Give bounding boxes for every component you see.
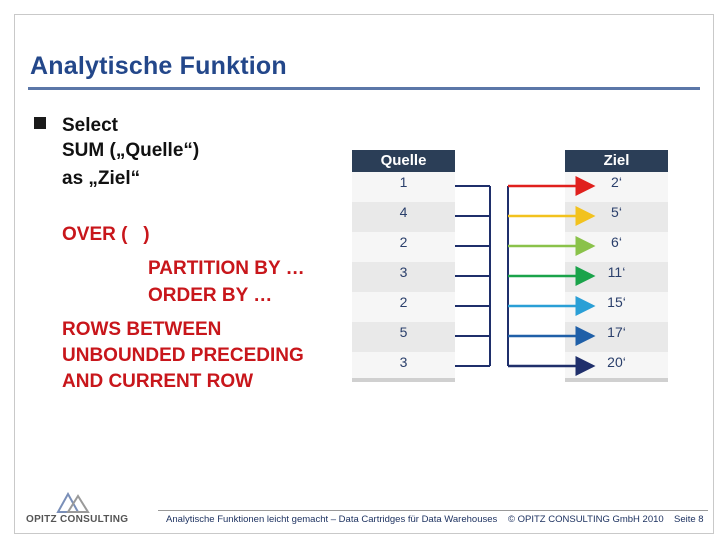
source-row: 2: [352, 232, 455, 262]
source-value: 1: [399, 174, 408, 190]
footer-divider: [158, 510, 708, 511]
code-line-unbounded: UNBOUNDED PRECEDING: [62, 345, 304, 366]
target-table-header: Ziel: [565, 150, 668, 172]
footer-copyright: © OPITZ CONSULTING GmbH 2010: [508, 514, 664, 525]
source-value: 3: [399, 354, 408, 370]
source-row: 2: [352, 292, 455, 322]
source-table-header: Quelle: [352, 150, 455, 172]
bullet-square-icon: [34, 117, 46, 129]
source-row: 3: [352, 352, 455, 378]
source-row: 5: [352, 322, 455, 352]
source-value: 5: [399, 324, 408, 340]
target-value: 20‘: [607, 354, 626, 370]
target-value: 5‘: [611, 204, 622, 220]
logo-text: OPITZ CONSULTING: [26, 514, 129, 525]
footer-caption: Analytische Funktionen leicht gemacht – …: [166, 514, 498, 525]
code-line-current-row: AND CURRENT ROW: [62, 371, 254, 392]
source-value: 3: [399, 264, 408, 280]
logo-mark-icon: [56, 492, 90, 513]
target-value: 11‘: [607, 264, 626, 280]
source-value: 2: [399, 294, 408, 310]
target-value: 2‘: [611, 174, 622, 190]
code-line-partition: PARTITION BY …: [148, 258, 305, 279]
source-row: 3: [352, 262, 455, 292]
source-table: Quelle 1 4 2 3 2 5 3: [352, 150, 455, 382]
title-underline: [28, 87, 700, 90]
source-value: 4: [399, 204, 408, 220]
company-logo: OPITZ CONSULTING: [26, 492, 128, 526]
target-table-footer-bar: [565, 378, 668, 382]
code-line-select: Select: [62, 115, 118, 136]
source-table-footer-bar: [352, 378, 455, 382]
source-row: 4: [352, 202, 455, 232]
code-line-alias: as „Ziel“: [62, 168, 141, 189]
code-line-rows-between: ROWS BETWEEN: [62, 319, 222, 340]
target-value: 15‘: [607, 294, 626, 310]
code-line-sum: SUM („Quelle“): [62, 140, 200, 161]
source-row: 1: [352, 172, 455, 202]
target-value: 17‘: [607, 324, 626, 340]
target-value: 6‘: [611, 234, 622, 250]
code-line-over: OVER ( ): [62, 224, 150, 245]
source-value: 2: [399, 234, 408, 250]
slide-title: Analytische Funktion: [30, 52, 287, 80]
code-line-order: ORDER BY …: [148, 285, 273, 306]
footer-page-number: Seite 8: [674, 514, 704, 525]
